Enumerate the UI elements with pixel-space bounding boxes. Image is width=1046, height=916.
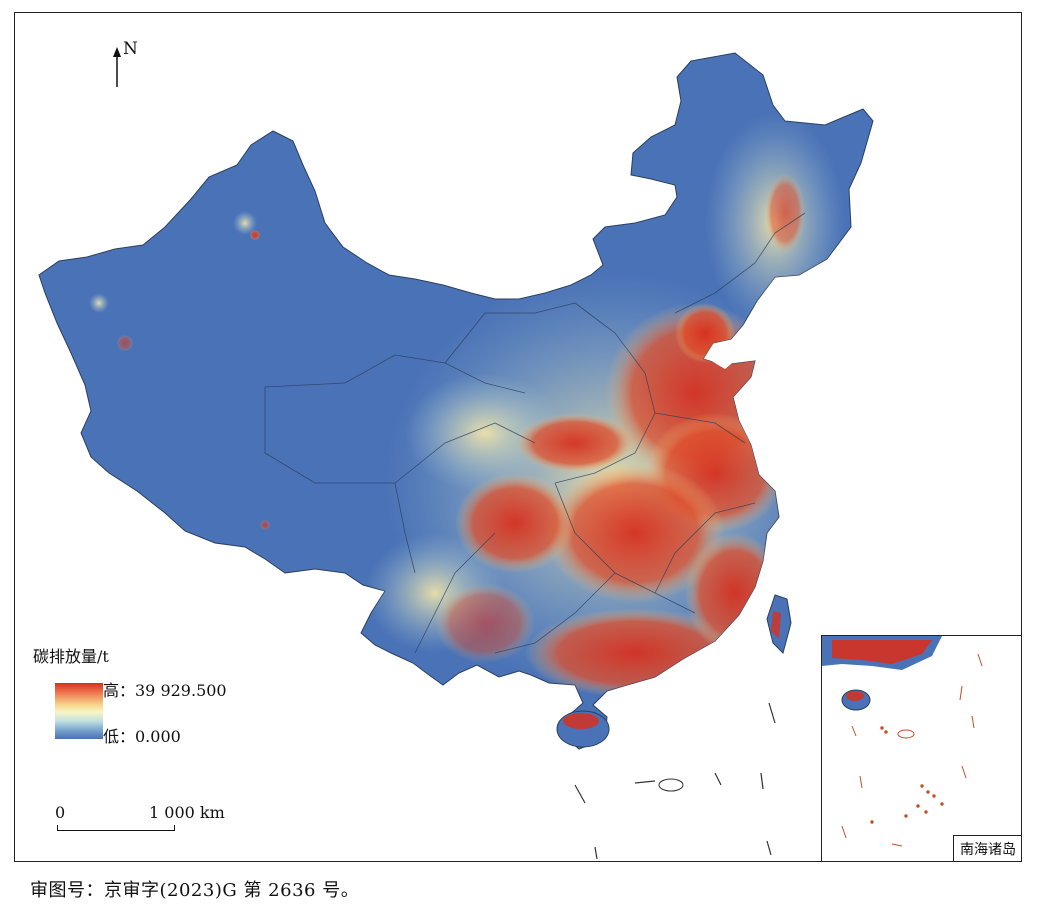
inset-map — [822, 636, 983, 847]
legend-title: 碳排放量/t — [33, 647, 109, 666]
south-china-sea-inset: 南海诸岛 — [821, 635, 1021, 861]
inset-label: 南海诸岛 — [953, 835, 1021, 861]
map-frame: N 碳排放量/t 高：39 929.500 低：0.000 0 1 000 km — [14, 12, 1022, 862]
map-approval-caption: 审图号：京审字(2023)G 第 2636 号。 — [30, 880, 360, 901]
north-arrow-icon — [113, 47, 121, 87]
south-sea-dashes — [574, 702, 776, 860]
bohai-sea — [705, 349, 737, 369]
province-borders — [264, 212, 806, 654]
emission-hotspots — [89, 113, 845, 698]
legend-low-label: 低：0.000 — [103, 727, 181, 746]
legend-high-label: 高：39 929.500 — [103, 681, 227, 700]
china-carbon-map — [38, 52, 874, 860]
scale-start-label: 0 — [55, 803, 66, 822]
legend-color-ramp — [55, 683, 103, 739]
scale-end-label: 1 000 km — [149, 803, 225, 822]
north-label: N — [123, 39, 138, 59]
scale-bar — [57, 825, 175, 831]
